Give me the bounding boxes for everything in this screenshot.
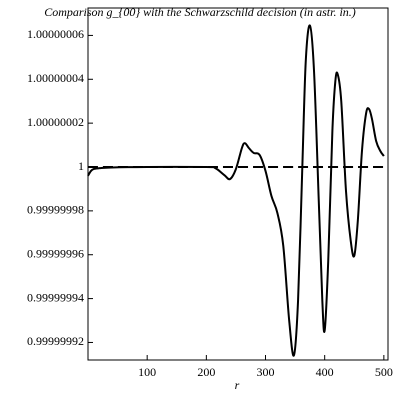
y-tick-label: 1 xyxy=(78,159,84,173)
x-axis-label: r xyxy=(235,378,240,392)
y-tick-label: 0.99999996 xyxy=(27,246,84,260)
x-tick-label: 200 xyxy=(197,365,215,379)
chart-title: Comparison g_{00} with the Schwarzschild… xyxy=(44,5,356,19)
x-tick-label: 500 xyxy=(375,365,393,379)
plot-frame xyxy=(87,7,389,361)
y-tick-label: 1.00000006 xyxy=(27,27,84,41)
y-tick-label: 1.00000004 xyxy=(27,71,84,85)
series-line xyxy=(87,24,385,357)
x-tick-label: 300 xyxy=(257,365,275,379)
x-tick-label: 400 xyxy=(316,365,334,379)
y-tick-label: 0.99999992 xyxy=(27,334,84,348)
y-tick-label: 0.99999994 xyxy=(27,290,84,304)
y-tick-label: 0.99999998 xyxy=(27,203,84,217)
x-tick-label: 100 xyxy=(138,365,156,379)
y-tick-label: 1.00000002 xyxy=(27,115,84,129)
